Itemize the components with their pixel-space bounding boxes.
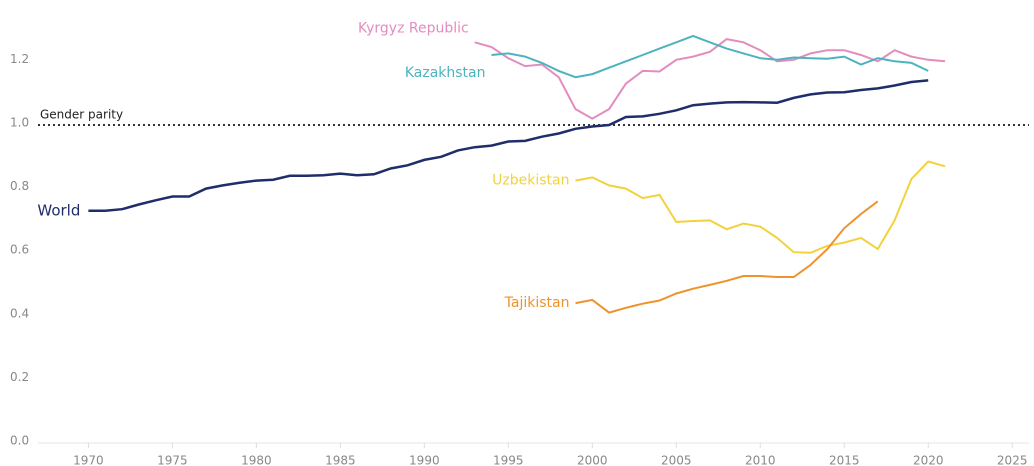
x-tick-label: 1995 [493, 454, 524, 466]
series-line [474, 38, 946, 120]
x-tick-label: 1970 [73, 454, 104, 466]
series-label: Tajikistan [504, 295, 570, 311]
series-line [491, 34, 929, 79]
series-line [575, 200, 879, 314]
series-label: Kyrgyz Republic [358, 20, 469, 36]
x-tick-label: 2005 [661, 454, 692, 466]
series-label: Uzbekistan [492, 173, 569, 189]
x-tick-label: 1990 [409, 454, 440, 466]
x-tick-label: 1975 [157, 454, 188, 466]
y-tick-label: 0.4 [10, 306, 29, 320]
x-tick-label: 2025 [997, 454, 1028, 466]
y-tick-label: 0.0 [10, 434, 29, 448]
series-label: World [37, 201, 80, 219]
x-tick-label: 1980 [241, 454, 272, 466]
x-tick-label: 2010 [745, 454, 776, 466]
y-tick-label: 1.2 [10, 52, 29, 66]
x-tick-label: 2015 [829, 454, 860, 466]
series-line [88, 79, 929, 213]
y-tick-label: 1.0 [10, 115, 29, 129]
x-tick-label: 2020 [913, 454, 944, 466]
x-tick-label: 2000 [577, 454, 608, 466]
reference-label: Gender parity [40, 107, 123, 121]
y-tick-label: 0.8 [10, 179, 29, 193]
series-line [575, 160, 946, 254]
y-tick-label: 0.6 [10, 243, 29, 257]
x-tick-label: 1985 [325, 454, 356, 466]
series-label: Kazakhstan [405, 65, 486, 81]
y-tick-label: 0.2 [10, 370, 29, 384]
